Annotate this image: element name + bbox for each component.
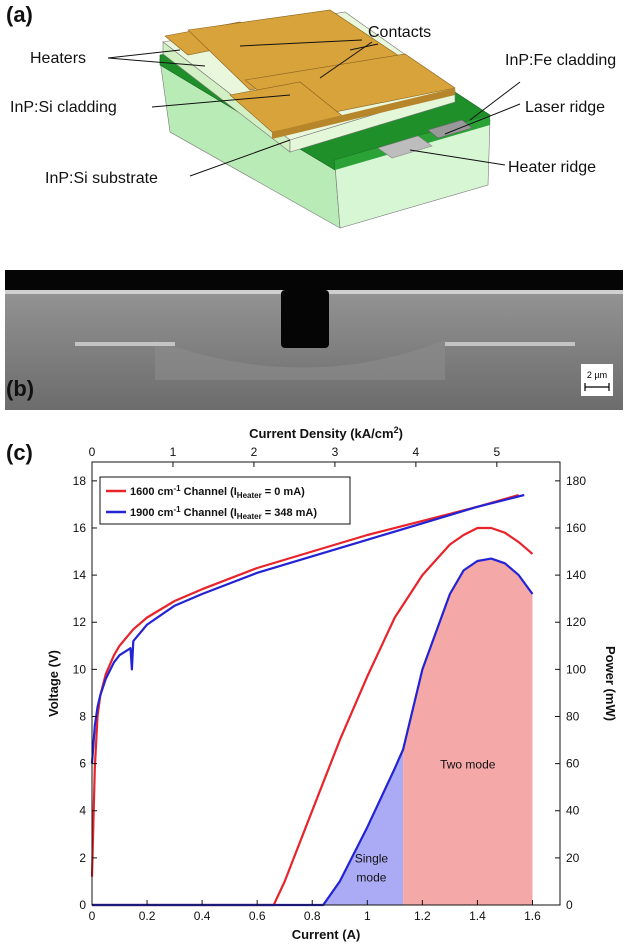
top-axis-label: Current Density (kA/cm2) (249, 425, 403, 441)
y2-tick-label: 20 (566, 851, 580, 865)
label-heater-ridge: Heater ridge (508, 159, 596, 176)
y-tick-label: 12 (73, 615, 87, 629)
device-schematic: Contacts Heaters InP:Fe cladding InP:Si … (10, 9, 616, 229)
legend-item-1: 1900 cm-1 Channel (IHeater = 348 mA) (130, 505, 317, 521)
top-tick-label: 2 (251, 445, 258, 459)
label-substrate: InP:Si substrate (45, 170, 158, 187)
x-tick-label: 1.2 (414, 909, 431, 923)
y-tick-label: 8 (79, 709, 86, 723)
label-inp-si-cladding: InP:Si cladding (10, 99, 117, 116)
y-tick-label: 16 (73, 521, 87, 535)
legend: 1600 cm-1 Channel (IHeater = 0 mA) 1900 … (99, 476, 351, 525)
x-tick-label: 0 (89, 909, 96, 923)
panel-a-letter: (a) (6, 2, 33, 27)
y-axis-label: Voltage (V) (46, 650, 61, 717)
contact-front-edge (272, 88, 455, 139)
top-tick-label: 1 (170, 445, 177, 459)
top-tick-label: 4 (413, 445, 420, 459)
x-tick-label: 1.6 (524, 909, 541, 923)
y2-tick-label: 80 (566, 709, 580, 723)
panel-b-letter: (b) (6, 376, 35, 401)
sem-image: 2 µm (5, 270, 623, 410)
y-tick-label: 18 (73, 474, 87, 488)
panel-c-letter: (c) (6, 440, 33, 465)
y-tick-label: 2 (79, 851, 86, 865)
x-tick-label: 0.4 (194, 909, 211, 923)
y2-tick-label: 160 (566, 521, 586, 535)
y2-axis-label: Power (mW) (603, 646, 618, 721)
y2-tick-label: 140 (566, 568, 586, 582)
scale-bar-label: 2 µm (587, 370, 607, 380)
x-tick-label: 0.8 (304, 909, 321, 923)
y2-tick-label: 180 (566, 474, 586, 488)
series-line-2 (92, 526, 534, 907)
y-tick-label: 0 (79, 898, 86, 912)
label-heaters: Heaters (30, 50, 86, 67)
plot-frame (91, 461, 561, 906)
top-tick-label: 5 (494, 445, 501, 459)
x-tick-label: 0.6 (249, 909, 266, 923)
single-mode-region (323, 749, 404, 905)
x-tick-label: 0.2 (139, 909, 156, 923)
label-contacts: Contacts (368, 24, 431, 41)
single-mode-label-1: Single (355, 852, 389, 866)
x-tick-label: 1 (364, 909, 371, 923)
series-line-3 (92, 557, 534, 907)
top-tick-label: 3 (332, 445, 339, 459)
two-mode-label: Two mode (440, 757, 496, 771)
y2-tick-label: 40 (566, 804, 580, 818)
y-tick-label: 14 (73, 568, 87, 582)
y-tick-label: 10 (73, 662, 87, 676)
y2-tick-label: 120 (566, 615, 586, 629)
li-v-chart: 0 0.2 0.4 0.6 0.8 1 1.2 1.4 1.60 1 2 3 4 502468101214… (46, 425, 618, 942)
legend-item-0: 1600 cm-1 Channel (IHeater = 0 mA) (130, 484, 305, 500)
series-line-1 (90, 493, 525, 764)
y2-tick-label: 100 (566, 662, 586, 676)
y-tick-label: 4 (79, 804, 86, 818)
x-tick-label: 1.4 (469, 909, 486, 923)
label-laser-ridge: Laser ridge (525, 99, 605, 116)
single-mode-label-2: mode (356, 870, 386, 884)
y2-tick-label: 60 (566, 757, 580, 771)
laser-ridge-shape (427, 119, 473, 139)
y-tick-label: 6 (79, 757, 86, 771)
label-inp-fe: InP:Fe cladding (505, 52, 616, 69)
top-tick-label: 0 (89, 445, 96, 459)
y2-tick-label: 0 (566, 898, 573, 912)
heater-ridge-shape (377, 135, 433, 159)
two-mode-region (403, 558, 533, 905)
x-axis-label: Current (A) (292, 927, 361, 942)
